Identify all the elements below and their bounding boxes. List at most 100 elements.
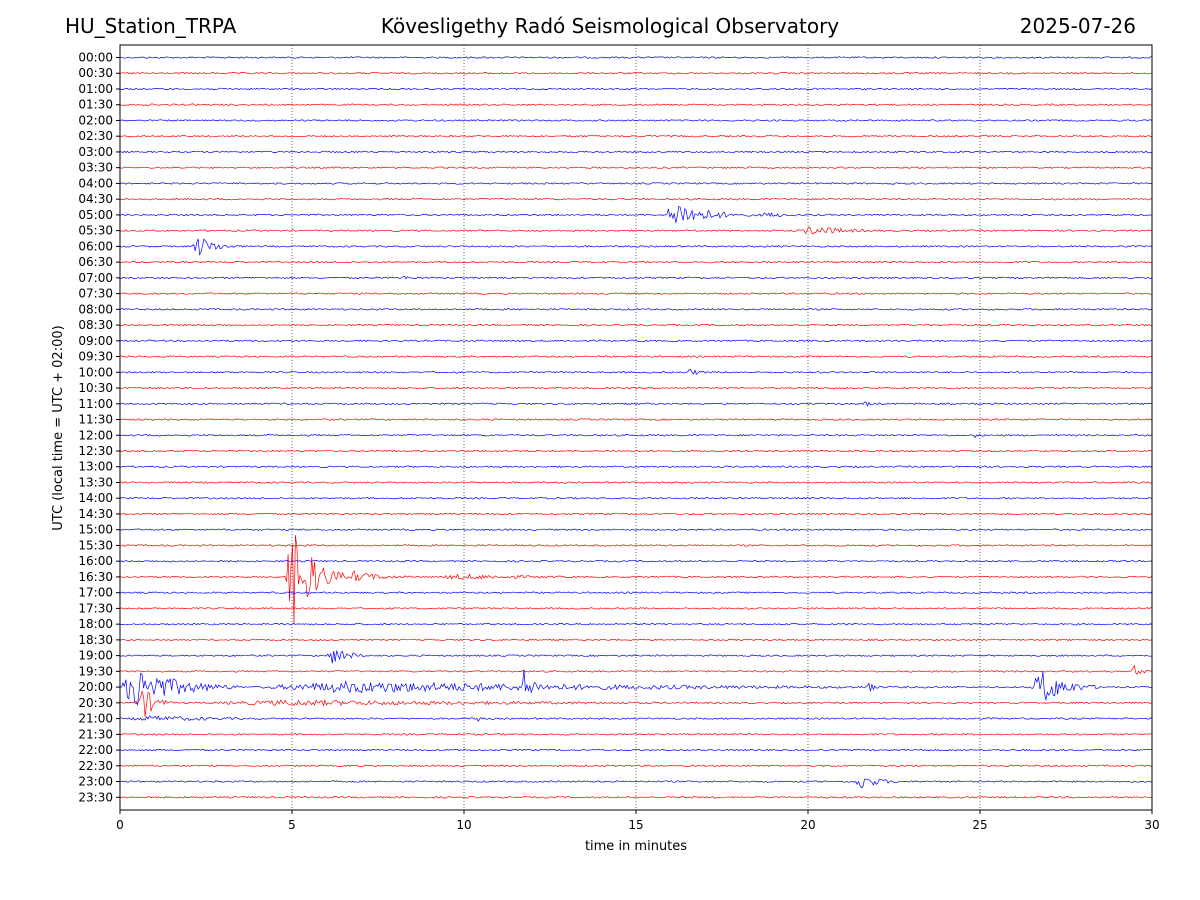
- y-tick-label: 07:00: [78, 271, 113, 285]
- y-tick-label: 05:30: [78, 224, 113, 238]
- seismic-traces: [119, 56, 1153, 799]
- y-tick-label: 16:00: [78, 554, 113, 568]
- y-tick-label: 13:30: [78, 475, 113, 489]
- y-tick-label: 02:30: [78, 129, 113, 143]
- y-tick-label: 19:30: [78, 664, 113, 678]
- trace-line: [119, 449, 1153, 453]
- y-tick-label: 05:00: [78, 208, 113, 222]
- x-axis-ticks: 0 5 10 15 20 25 30: [116, 810, 1160, 832]
- trace-line: [119, 535, 1153, 625]
- y-tick-label: 01:30: [78, 98, 113, 112]
- y-axis-label: UTC (local time = UTC + 02:00): [51, 325, 66, 530]
- y-tick-label: 14:00: [78, 491, 113, 505]
- trace-line: [119, 150, 1153, 154]
- trace-line: [119, 528, 1153, 531]
- y-tick-label: 11:00: [78, 397, 113, 411]
- trace-line: [119, 650, 1152, 664]
- trace-line: [119, 433, 1153, 439]
- trace-line: [119, 748, 1152, 752]
- trace-line: [119, 669, 1153, 707]
- y-tick-label: 23:00: [78, 775, 113, 789]
- y-tick-label: 09:30: [78, 350, 113, 364]
- trace-line: [120, 386, 1153, 390]
- y-tick-label: 03:00: [78, 145, 113, 159]
- x-tick-label: 20: [800, 818, 815, 832]
- trace-line: [119, 465, 1153, 468]
- y-tick-label: 04:00: [78, 176, 113, 190]
- trace-line: [119, 664, 1153, 675]
- y-tick-label: 15:00: [78, 523, 113, 537]
- trace-line: [119, 481, 1153, 484]
- trace-line: [119, 401, 1153, 407]
- y-tick-label: 04:30: [78, 192, 113, 206]
- trace-line: [119, 512, 1153, 516]
- chart-date: 2025-07-26: [1019, 14, 1136, 38]
- trace-line: [119, 226, 1153, 235]
- observatory-title: Kövesligethy Radó Seismological Observat…: [380, 14, 840, 38]
- y-tick-label: 15:30: [78, 538, 113, 552]
- trace-line: [119, 182, 1153, 185]
- y-tick-label: 07:30: [78, 287, 113, 301]
- y-tick-label: 10:30: [78, 381, 113, 395]
- trace-line: [119, 355, 1153, 358]
- trace-line: [119, 134, 1153, 138]
- y-tick-label: 01:00: [78, 82, 113, 96]
- y-tick-label: 20:00: [78, 680, 113, 694]
- y-tick-label: 14:30: [78, 507, 113, 521]
- y-tick-label: 19:00: [78, 649, 113, 663]
- y-tick-label: 20:30: [78, 696, 113, 710]
- trace-line: [120, 87, 1153, 91]
- trace-line: [119, 308, 1153, 311]
- vertical-grid-lines: [291, 45, 981, 810]
- trace-line: [119, 197, 1153, 201]
- trace-line: [119, 764, 1153, 768]
- y-tick-label: 03:30: [78, 161, 113, 175]
- trace-line: [119, 732, 1153, 736]
- x-axis-label: time in minutes: [585, 839, 687, 854]
- trace-line: [119, 238, 1153, 256]
- trace-line: [119, 607, 1152, 610]
- trace-line: [119, 368, 1153, 375]
- y-tick-label: 08:00: [78, 302, 113, 316]
- x-tick-label: 30: [1144, 818, 1159, 832]
- y-tick-label: 13:00: [78, 460, 113, 474]
- y-tick-label: 17:30: [78, 601, 113, 615]
- y-tick-label: 09:00: [78, 334, 113, 348]
- y-tick-label: 00:30: [78, 66, 113, 80]
- y-tick-label: 10:00: [78, 365, 113, 379]
- trace-line: [119, 591, 1153, 595]
- y-tick-label: 02:00: [78, 113, 113, 127]
- y-tick-label: 21:30: [78, 727, 113, 741]
- y-tick-label: 18:30: [78, 633, 113, 647]
- x-tick-label: 10: [456, 818, 471, 832]
- y-tick-label: 22:30: [78, 759, 113, 773]
- trace-line: [119, 496, 1153, 500]
- trace-line: [119, 56, 1152, 59]
- y-tick-label: 11:30: [78, 413, 113, 427]
- trace-line: [119, 418, 1153, 421]
- trace-line: [119, 275, 1153, 280]
- y-tick-label: 16:30: [78, 570, 113, 584]
- trace-line: [120, 778, 1153, 789]
- y-tick-label: 23:30: [78, 790, 113, 804]
- trace-line: [119, 622, 1153, 626]
- trace-line: [119, 796, 1152, 799]
- trace-line: [120, 292, 1152, 295]
- trace-line: [119, 103, 1153, 106]
- x-tick-label: 0: [116, 818, 124, 832]
- y-tick-label: 21:00: [78, 712, 113, 726]
- trace-line: [119, 559, 1153, 563]
- y-tick-label: 12:30: [78, 444, 113, 458]
- y-tick-label: 06:30: [78, 255, 113, 269]
- trace-line: [119, 638, 1153, 642]
- trace-line: [120, 71, 1153, 75]
- x-tick-label: 25: [972, 818, 987, 832]
- trace-line: [119, 205, 1153, 223]
- station-name: HU_Station_TRPA: [65, 14, 237, 38]
- y-tick-label: 06:00: [78, 239, 113, 253]
- trace-line: [119, 166, 1152, 170]
- trace-line: [119, 689, 1153, 717]
- trace-line: [119, 339, 1153, 343]
